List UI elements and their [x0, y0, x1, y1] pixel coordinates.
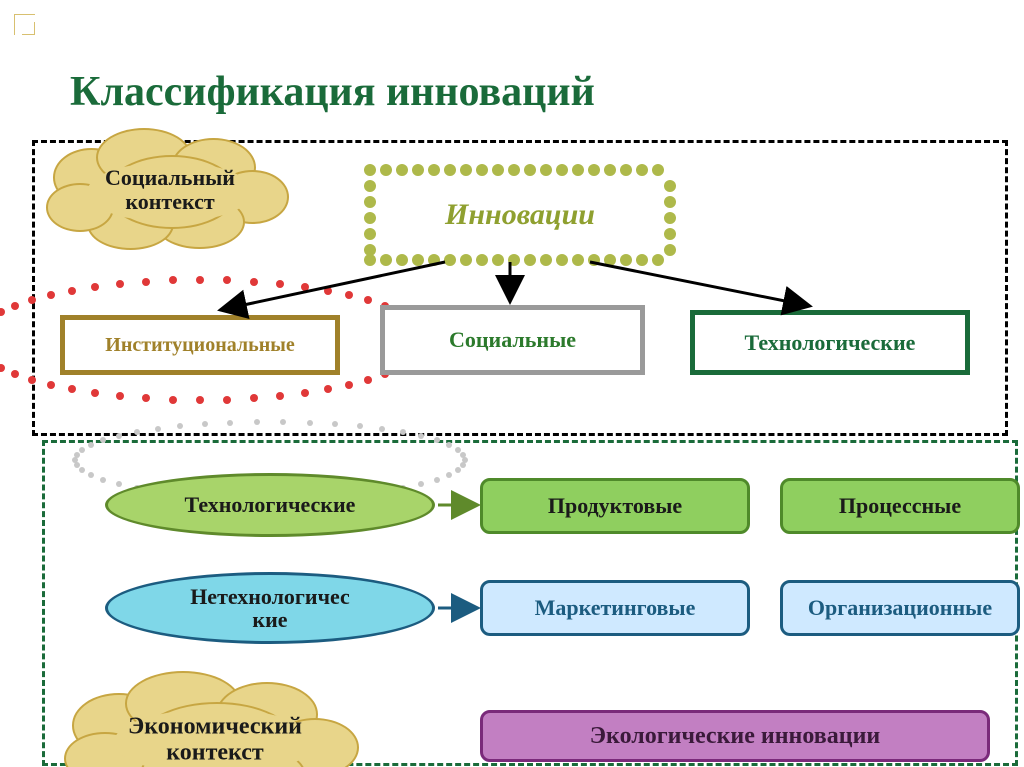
type-ellipse-nontech_ell: Нетехнологические [105, 572, 435, 644]
innovations-label: Инновации [370, 198, 670, 232]
result-box-ecological: Экологические инновации [480, 710, 990, 762]
result-box-organizational: Организационные [780, 580, 1020, 636]
page-title: Классификация инноваций [70, 68, 595, 116]
corner-accent-icon [22, 22, 35, 35]
result-box-process: Процессные [780, 478, 1020, 534]
cloud-label: Социальныйконтекст [55, 166, 285, 214]
category-box-social: Социальные [380, 305, 645, 375]
diagram-stage: Классификация инноваций Социальныйконтек… [0, 0, 1024, 767]
result-box-marketing: Маркетинговые [480, 580, 750, 636]
category-box-technological: Технологические [690, 310, 970, 375]
cloud-social-context: Социальныйконтекст [55, 140, 285, 240]
result-box-product: Продуктовые [480, 478, 750, 534]
innovations-box: Инновации [370, 170, 670, 260]
type-ellipse-tech_ell: Технологические [105, 473, 435, 537]
category-box-institutional: Институциональные [60, 315, 340, 375]
cloud-economic-context: Экономическийконтекст [75, 685, 355, 767]
cloud-label: Экономическийконтекст [75, 714, 355, 767]
